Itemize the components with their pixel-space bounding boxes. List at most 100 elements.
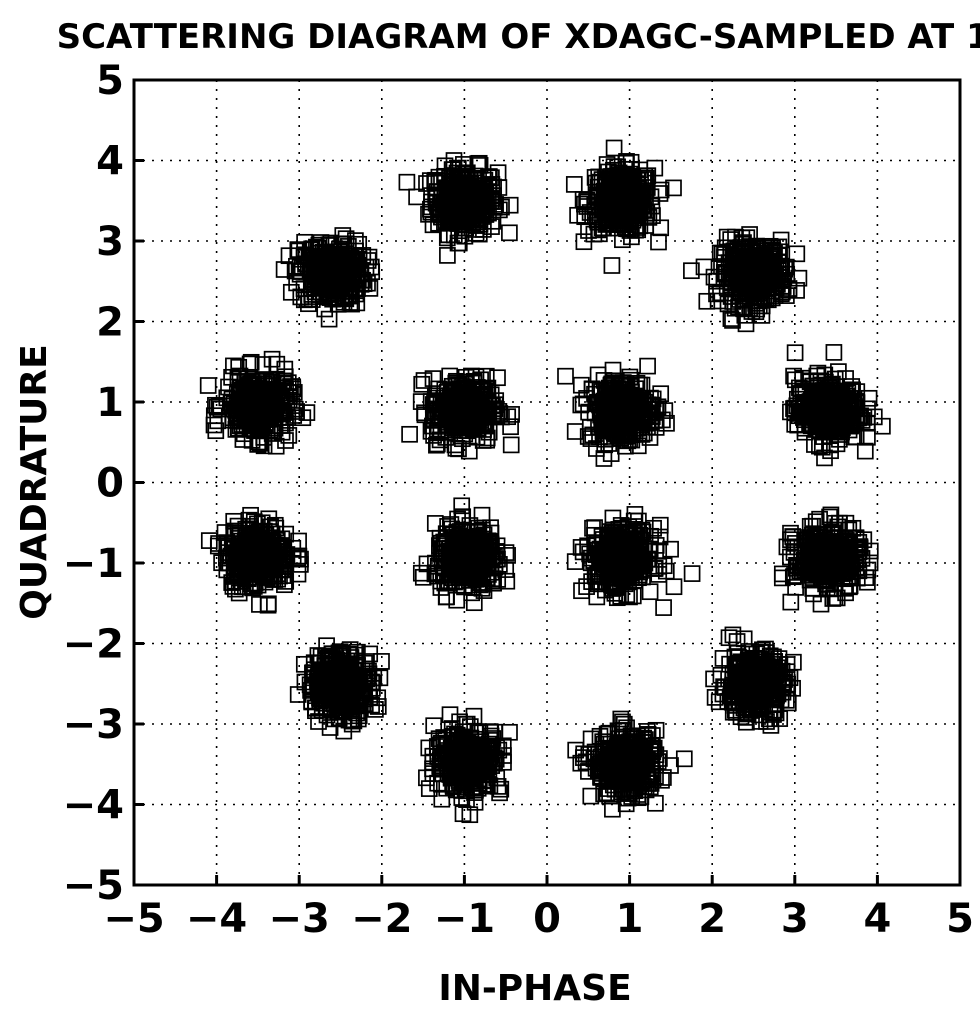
data-point bbox=[401, 425, 418, 443]
y-tick-label: −3 bbox=[63, 702, 124, 748]
data-point bbox=[782, 593, 800, 611]
y-tick-label: −2 bbox=[63, 622, 124, 668]
data-point bbox=[230, 584, 248, 602]
data-point bbox=[623, 228, 640, 246]
data-point bbox=[576, 195, 593, 213]
x-tick-label: −3 bbox=[269, 896, 330, 942]
data-point bbox=[683, 565, 701, 582]
data-point bbox=[428, 436, 445, 454]
data-point bbox=[226, 572, 244, 590]
data-point bbox=[644, 207, 661, 224]
data-point bbox=[502, 436, 520, 454]
data-point bbox=[806, 436, 823, 453]
data-point bbox=[675, 750, 693, 768]
data-point bbox=[741, 226, 758, 243]
cluster bbox=[557, 357, 675, 467]
data-point bbox=[199, 377, 217, 394]
data-point bbox=[576, 208, 594, 226]
data-point bbox=[712, 284, 729, 302]
data-point bbox=[437, 588, 455, 606]
data-point bbox=[241, 355, 259, 373]
data-point bbox=[595, 450, 613, 467]
data-point bbox=[263, 350, 281, 368]
data-point bbox=[778, 287, 795, 304]
data-point bbox=[565, 176, 583, 193]
cluster bbox=[567, 710, 693, 818]
data-point bbox=[856, 442, 874, 460]
cluster-core bbox=[801, 532, 854, 585]
data-point bbox=[251, 596, 268, 613]
data-point bbox=[557, 367, 574, 385]
data-point bbox=[573, 582, 590, 600]
data-point bbox=[647, 401, 664, 418]
data-point bbox=[614, 231, 631, 249]
data-point bbox=[579, 428, 597, 445]
data-point bbox=[473, 506, 491, 524]
data-point bbox=[489, 369, 506, 387]
data-points bbox=[199, 139, 891, 824]
cluster-core bbox=[595, 174, 648, 227]
y-tick-label: 5 bbox=[96, 58, 124, 104]
cluster-core bbox=[231, 380, 284, 433]
data-point bbox=[259, 596, 277, 614]
x-tick-label: 1 bbox=[616, 896, 644, 942]
y-tick-label: −5 bbox=[63, 863, 124, 909]
data-point bbox=[843, 378, 861, 395]
x-tick-label: 0 bbox=[533, 896, 561, 942]
data-point bbox=[251, 435, 269, 452]
cluster bbox=[565, 139, 682, 274]
y-tick-label: −4 bbox=[63, 783, 124, 829]
data-point bbox=[425, 427, 442, 444]
y-tick-label: 1 bbox=[96, 380, 124, 426]
x-tick-label: −2 bbox=[351, 896, 412, 942]
cluster bbox=[773, 506, 879, 613]
data-point bbox=[428, 424, 446, 442]
cluster bbox=[401, 367, 520, 460]
y-axis-label: QUADRATURE bbox=[14, 344, 55, 619]
data-point bbox=[727, 228, 744, 246]
cluster-core bbox=[438, 174, 491, 227]
data-point bbox=[447, 439, 465, 457]
y-tick-label: 4 bbox=[96, 139, 124, 185]
data-point bbox=[617, 437, 634, 455]
cluster-core bbox=[314, 657, 367, 710]
data-point bbox=[279, 374, 297, 392]
data-point bbox=[424, 370, 442, 387]
x-tick-label: −1 bbox=[434, 896, 495, 942]
data-point bbox=[825, 344, 843, 361]
data-point bbox=[267, 437, 285, 455]
data-point bbox=[275, 261, 293, 278]
cluster-core bbox=[231, 528, 284, 581]
data-point bbox=[665, 179, 682, 197]
data-point bbox=[277, 432, 294, 449]
data-point bbox=[583, 380, 601, 398]
x-tick-label: 3 bbox=[781, 896, 809, 942]
data-point bbox=[225, 512, 243, 530]
data-point bbox=[640, 209, 658, 226]
cluster-core bbox=[599, 738, 652, 791]
data-point bbox=[605, 139, 623, 157]
data-point bbox=[282, 378, 299, 395]
cluster-core bbox=[438, 384, 491, 437]
data-point bbox=[320, 310, 338, 328]
data-point bbox=[254, 356, 272, 373]
data-point bbox=[242, 506, 259, 524]
data-point bbox=[501, 224, 518, 242]
data-point bbox=[412, 393, 430, 410]
x-tick-label: 2 bbox=[698, 896, 726, 942]
data-point bbox=[460, 442, 478, 460]
y-tick-label: −1 bbox=[63, 541, 124, 587]
data-point bbox=[428, 435, 446, 453]
cluster-core bbox=[801, 384, 854, 437]
data-point bbox=[738, 229, 756, 247]
data-point bbox=[748, 300, 766, 318]
data-point bbox=[572, 396, 590, 414]
y-tick-label: 2 bbox=[96, 300, 124, 346]
data-point bbox=[200, 532, 218, 549]
data-point bbox=[205, 416, 223, 434]
data-point bbox=[859, 428, 876, 446]
data-point bbox=[501, 196, 519, 214]
data-point bbox=[785, 367, 802, 385]
data-point bbox=[683, 262, 700, 280]
